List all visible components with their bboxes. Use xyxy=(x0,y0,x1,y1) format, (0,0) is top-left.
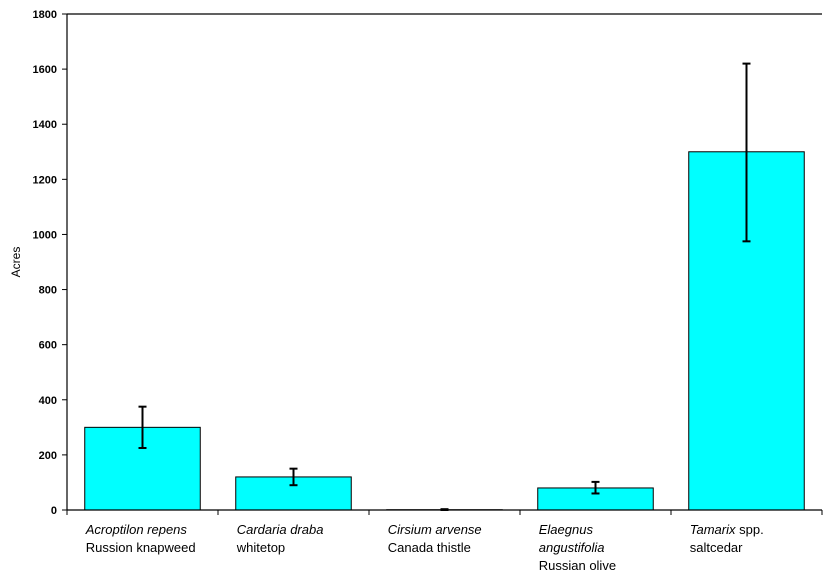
x-category-label-part: Cardaria draba xyxy=(237,522,324,537)
y-tick-label: 400 xyxy=(39,395,57,407)
x-category-label-part: Russian olive xyxy=(539,558,616,573)
error-bars xyxy=(139,64,751,510)
y-axis-ticks: 0 200 400 600 800 1000 1200 1400 1600 1800 xyxy=(33,9,67,517)
y-tick-label: 1000 xyxy=(33,229,57,241)
x-category-label-part: angustifolia xyxy=(539,540,605,555)
x-category-label: Cardaria draba whitetop xyxy=(236,522,324,555)
x-category-label-part: Canada thistle xyxy=(388,540,471,555)
x-category-label: Tamarix spp. saltcedar xyxy=(690,522,764,555)
x-category-label-part: Russion knapweed xyxy=(86,540,196,555)
x-category-label-part: spp. xyxy=(736,522,764,537)
y-tick-label: 200 xyxy=(39,450,57,462)
y-tick-label: 1600 xyxy=(33,64,57,76)
x-category-label: Cirsium arvense Canada thistle xyxy=(388,522,482,555)
x-category-label-part: Acroptilon repens xyxy=(85,522,188,537)
y-tick-label: 600 xyxy=(39,340,57,352)
x-category-label-part: Cirsium arvense xyxy=(388,522,482,537)
x-category-label-part: Elaegnus xyxy=(539,522,594,537)
y-axis-title: Acres xyxy=(9,247,23,278)
x-category-label: Acroptilon repens Russion knapweed xyxy=(85,522,196,555)
x-category-label-part: Tamarix xyxy=(690,522,736,537)
y-tick-label: 1200 xyxy=(33,174,57,186)
y-tick-label: 1800 xyxy=(33,9,57,21)
x-category-label-part: whitetop xyxy=(236,540,285,555)
y-tick-label: 800 xyxy=(39,285,57,297)
y-tick-label: 0 xyxy=(51,505,57,517)
bars xyxy=(85,152,805,510)
x-category-label: Elaegnus angustifolia Russian olive xyxy=(539,522,616,573)
x-axis-category-labels: Acroptilon repens Russion knapweed Cardari… xyxy=(85,522,764,573)
y-tick-label: 1400 xyxy=(33,119,57,131)
x-category-label-part: saltcedar xyxy=(690,540,743,555)
